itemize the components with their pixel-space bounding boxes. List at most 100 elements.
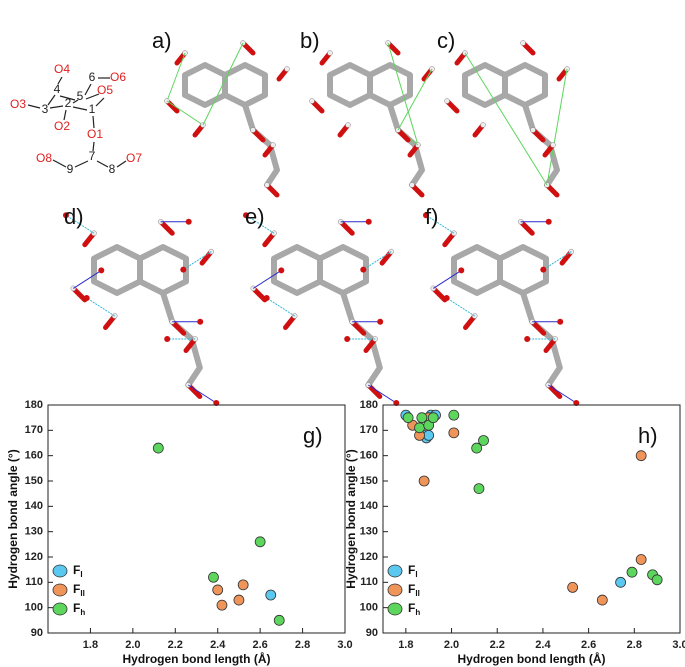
hydrogen (270, 142, 276, 148)
y-tick-label: 100 (25, 602, 43, 614)
x-tick-label: 1.8 (398, 639, 413, 651)
stick (222, 62, 268, 108)
stick (497, 244, 549, 296)
water-oxygen (180, 266, 187, 273)
carbon-label: 3 (42, 102, 49, 116)
x-tick-label: 2.8 (295, 639, 310, 651)
point (216, 599, 228, 611)
stick (502, 62, 548, 108)
point (471, 442, 483, 454)
point (615, 576, 626, 588)
x-tick-label: 1.8 (83, 639, 98, 651)
legend-subscript: h (415, 608, 420, 617)
hbond (253, 269, 282, 289)
x-tick-label: 2.8 (627, 639, 642, 651)
water-oxygen (197, 318, 204, 325)
stick (367, 62, 413, 108)
hbond (548, 384, 577, 404)
y-tick-label: 130 (360, 526, 378, 538)
point (237, 579, 249, 591)
point (473, 483, 485, 495)
oxygen-label: O2 (54, 119, 70, 133)
hbond (245, 214, 275, 234)
y-tick-label: 150 (25, 475, 43, 487)
point (423, 429, 435, 441)
y-tick-label: 120 (360, 551, 378, 563)
hbond (433, 269, 462, 289)
x-tick-label: 2.0 (444, 639, 459, 651)
oxygen-label: O6 (110, 70, 126, 84)
panel-label: a) (152, 28, 172, 53)
water-oxygen (83, 295, 90, 301)
point (596, 594, 608, 606)
hbond (266, 297, 295, 317)
point (626, 566, 638, 578)
point (416, 412, 428, 424)
water-oxygen (360, 266, 367, 273)
y-tick-label: 130 (25, 526, 43, 538)
hbond (368, 384, 397, 404)
legend-subscript: II (80, 589, 84, 598)
x-tick-label: 2.2 (168, 639, 183, 651)
legend-swatch (52, 583, 68, 597)
stick (327, 62, 373, 108)
water-oxygen (263, 295, 270, 301)
hbond (166, 52, 186, 102)
y-tick-label: 160 (25, 450, 43, 462)
hbond (202, 42, 244, 126)
water-oxygen (243, 212, 249, 219)
hydrogen (327, 50, 333, 56)
carbon-label: 5 (77, 89, 84, 103)
water-oxygen (423, 212, 429, 219)
panel-label: c) (437, 28, 455, 53)
hbond (86, 297, 115, 317)
legend-name: F (408, 601, 415, 615)
plot-frame (47, 404, 346, 634)
carbon-label: 1 (89, 102, 96, 116)
carbon-label: 6 (89, 70, 96, 84)
carbon-label: 8 (109, 162, 116, 176)
x-axis-title: Hydrogen bond length (Å) (123, 651, 271, 666)
panel-label: e) (245, 204, 265, 229)
hbond (166, 100, 204, 126)
legend-swatch (387, 602, 403, 616)
x-tick-label: 2.6 (581, 639, 596, 651)
hydrogen (444, 98, 450, 104)
y-tick-label: 90 (31, 627, 43, 639)
x-tick-label: 2.4 (210, 639, 226, 651)
oxygen-label: O1 (87, 127, 103, 141)
point (254, 536, 266, 548)
y-tick-label: 140 (25, 500, 43, 512)
water-oxygen (540, 266, 547, 273)
y-tick-label: 140 (360, 500, 378, 512)
point (233, 594, 245, 606)
y-tick-label: 120 (25, 551, 43, 563)
x-tick-label: 2.4 (535, 639, 551, 651)
legend-swatch (387, 583, 403, 597)
carbon-label: 7 (89, 149, 96, 163)
x-axis-title: Hydrogen bond length (Å) (458, 651, 606, 666)
legend-label: Fh (73, 601, 85, 617)
legend-subscript: II (415, 589, 419, 598)
legend-label: FII (408, 582, 420, 598)
point (635, 554, 647, 565)
legend-label: FI (73, 563, 83, 579)
legend-swatch (387, 564, 403, 578)
panel-label: f) (425, 204, 438, 229)
x-tick-label: 3.0 (672, 639, 685, 651)
point (208, 571, 219, 583)
y-tick-label: 170 (360, 424, 378, 436)
point (414, 422, 425, 434)
y-tick-label: 90 (366, 627, 378, 639)
point (265, 589, 277, 601)
hbond (397, 68, 433, 131)
hbond (387, 42, 419, 146)
stick (137, 244, 189, 296)
legend-swatch (52, 564, 68, 578)
water-oxygen (365, 218, 372, 225)
legend-swatch (52, 602, 68, 616)
hydrogen (309, 98, 315, 104)
water-oxygen (557, 318, 564, 325)
hydrogen (250, 127, 256, 133)
